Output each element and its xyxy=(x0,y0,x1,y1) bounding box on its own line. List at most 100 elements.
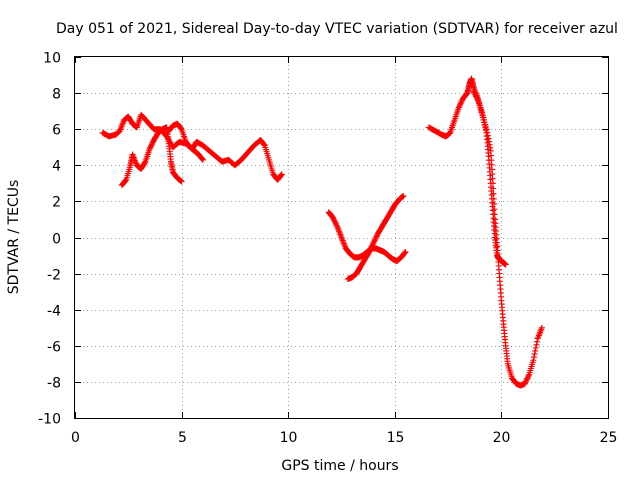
data-point-marker xyxy=(456,103,463,110)
x-tick-label: 20 xyxy=(493,430,511,446)
data-point-marker xyxy=(329,214,336,221)
series-2 xyxy=(165,120,206,163)
y-tick-label: -6 xyxy=(47,340,61,356)
data-point-marker xyxy=(146,146,153,153)
data-point-marker xyxy=(532,347,539,354)
data-point-marker xyxy=(331,217,338,224)
data-point-marker xyxy=(366,247,373,254)
data-point-marker xyxy=(487,144,494,151)
data-point-marker xyxy=(473,93,480,100)
x-tick-label: 25 xyxy=(600,430,618,446)
data-point-marker xyxy=(485,138,492,145)
data-point-marker xyxy=(530,354,537,361)
data-point-marker xyxy=(373,233,380,240)
data-point-marker xyxy=(458,98,465,105)
data-point-marker xyxy=(369,242,376,249)
data-point-marker xyxy=(523,376,530,383)
data-point-marker xyxy=(530,357,537,364)
data-point-marker xyxy=(141,159,148,166)
data-point-marker xyxy=(372,234,379,241)
data-point-marker xyxy=(455,104,462,111)
data-point-marker xyxy=(471,89,478,96)
data-point-marker xyxy=(524,375,531,382)
data-point-marker xyxy=(471,90,478,97)
chart-title: Day 051 of 2021, Sidereal Day-to-day VTE… xyxy=(56,21,618,37)
y-tick-label: -8 xyxy=(47,376,61,392)
data-point-marker xyxy=(522,379,529,386)
data-point-marker xyxy=(366,248,373,255)
data-point-marker xyxy=(531,351,538,358)
data-point-marker xyxy=(367,246,374,253)
data-point-marker xyxy=(402,248,409,255)
data-point-marker xyxy=(177,125,184,132)
data-point-marker xyxy=(371,238,378,245)
data-points xyxy=(99,75,545,389)
y-tick-label: -4 xyxy=(47,304,61,320)
y-tick-label: 4 xyxy=(52,159,61,175)
data-point-marker xyxy=(456,101,463,108)
data-point-marker xyxy=(199,156,206,163)
data-point-marker xyxy=(368,243,375,250)
data-point-marker xyxy=(457,100,464,107)
data-point-marker xyxy=(278,171,285,178)
data-point-marker xyxy=(524,374,531,381)
data-point-marker xyxy=(333,221,340,228)
data-point-marker xyxy=(261,141,268,148)
data-point-marker xyxy=(368,245,375,252)
data-point-marker xyxy=(330,215,337,222)
data-point-marker xyxy=(147,143,154,150)
data-point-marker xyxy=(484,129,491,136)
plot-frame xyxy=(74,56,609,419)
data-point-marker xyxy=(486,141,493,148)
data-point-marker xyxy=(489,180,496,187)
series-4 xyxy=(344,192,407,283)
data-point-marker xyxy=(148,142,155,149)
data-point-marker xyxy=(472,92,479,99)
data-point-marker xyxy=(278,172,285,179)
data-point-marker xyxy=(491,211,498,218)
data-point-marker xyxy=(122,177,129,184)
data-point-marker xyxy=(458,99,465,106)
x-tick-label: 5 xyxy=(178,430,187,446)
series-6 xyxy=(470,88,545,389)
data-point-marker xyxy=(483,126,490,133)
y-tick-label: 8 xyxy=(52,87,61,103)
data-point-marker xyxy=(538,324,545,331)
data-point-marker xyxy=(490,185,497,192)
y-tick-label: -10 xyxy=(38,412,61,428)
data-point-marker xyxy=(502,261,509,268)
x-axis-label: GPS time / hours xyxy=(281,458,398,474)
data-point-marker xyxy=(484,132,491,139)
y-tick-label: -2 xyxy=(47,268,61,284)
data-point-marker xyxy=(473,94,480,101)
data-point-marker xyxy=(178,178,185,185)
y-tick-label: 2 xyxy=(52,195,61,211)
series-1 xyxy=(118,124,185,189)
data-point-marker xyxy=(470,88,477,95)
data-point-marker xyxy=(369,241,376,248)
data-point-marker xyxy=(370,239,377,246)
data-point-marker xyxy=(332,219,339,226)
data-point-marker xyxy=(485,135,492,142)
x-tick-label: 10 xyxy=(280,430,298,446)
data-point-marker xyxy=(149,140,156,147)
data-point-marker xyxy=(533,341,540,348)
data-point-marker xyxy=(147,144,154,151)
x-tick-label: 0 xyxy=(71,430,80,446)
y-tick-label: 0 xyxy=(52,232,61,248)
data-point-marker xyxy=(333,222,340,229)
data-point-marker xyxy=(523,378,530,385)
y-axis-label: SDTVAR / TECUs xyxy=(6,180,22,295)
data-point-marker xyxy=(521,380,528,387)
data-point-marker xyxy=(371,237,378,244)
data-point-marker xyxy=(331,218,338,225)
data-point-marker xyxy=(474,96,481,103)
data-point-marker xyxy=(525,372,532,379)
data-point-marker xyxy=(490,195,497,202)
data-point-marker xyxy=(490,190,497,197)
data-point-marker xyxy=(491,200,498,207)
data-point-marker xyxy=(400,192,407,199)
axis-ticks: 0 5 10 15 20 25 -10 -8 -6 -4 -2 0 2 4 6 8 10 xyxy=(38,51,617,447)
data-point-marker xyxy=(199,156,206,163)
